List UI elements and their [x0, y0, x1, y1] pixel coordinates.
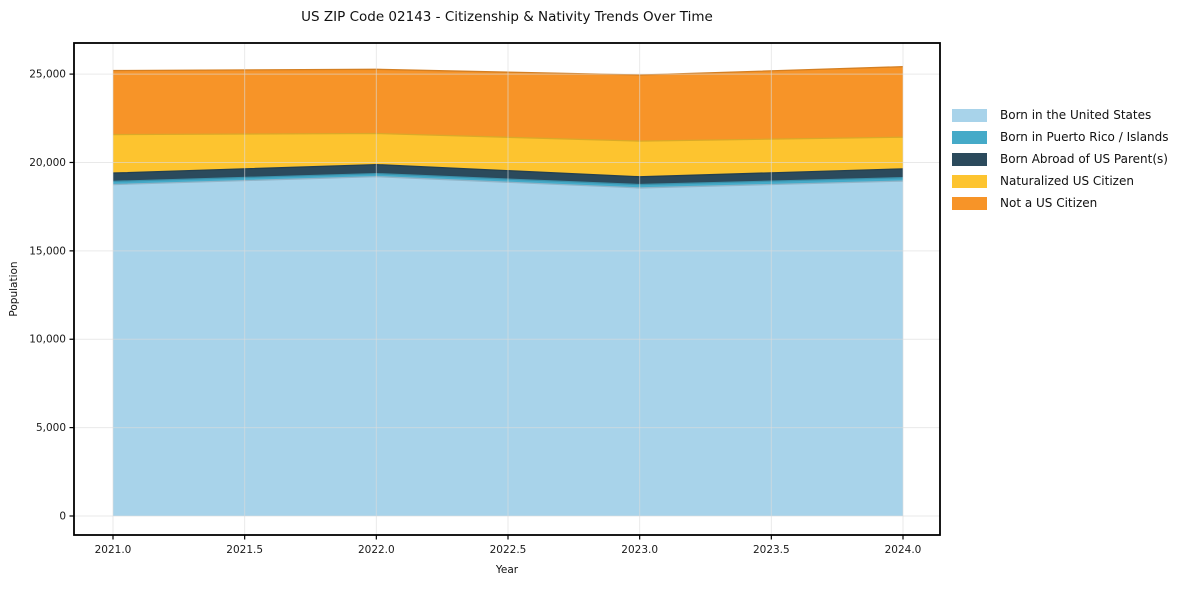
x-tick-label: 2024.0: [885, 544, 922, 556]
y-tick-label: 15,000: [29, 245, 66, 257]
legend-label: Born in the United States: [1000, 108, 1152, 122]
legend: Born in the United States Born in Puerto …: [952, 104, 1169, 214]
x-tick-label: 2023.5: [753, 544, 790, 556]
legend-swatch-born-in-puerto-rico-islands: [952, 130, 987, 144]
x-tick-label: 2021.5: [226, 544, 263, 556]
legend-label: Born in Puerto Rico / Islands: [1000, 130, 1169, 144]
legend-swatch-not-a-us-citizen: [952, 196, 987, 210]
y-tick-label: 5,000: [36, 422, 66, 434]
plot-border: [73, 42, 941, 536]
legend-item-born-in-the-united-states: Born in the United States: [952, 104, 1169, 126]
x-tick-label: 2021.0: [95, 544, 132, 556]
x-axis-label: Year: [495, 564, 519, 576]
y-tick-label: 0: [59, 511, 66, 523]
x-tick-label: 2022.5: [490, 544, 527, 556]
legend-item-born-abroad-of-us-parent-s: Born Abroad of US Parent(s): [952, 148, 1169, 170]
legend-item-naturalized-us-citizen: Naturalized US Citizen: [952, 170, 1169, 192]
legend-swatch-born-abroad-of-us-parent-s: [952, 152, 987, 166]
y-tick-label: 10,000: [29, 334, 66, 346]
legend-label: Naturalized US Citizen: [1000, 174, 1134, 188]
legend-item-not-a-us-citizen: Not a US Citizen: [952, 192, 1169, 214]
x-tick-label: 2022.0: [358, 544, 395, 556]
y-tick-label: 20,000: [29, 157, 66, 169]
legend-swatch-born-in-the-united-states: [952, 108, 987, 122]
legend-swatch-naturalized-us-citizen: [952, 174, 987, 188]
legend-label: Born Abroad of US Parent(s): [1000, 152, 1168, 166]
y-tick-label: 25,000: [29, 69, 66, 81]
legend-label: Not a US Citizen: [1000, 196, 1098, 210]
x-tick-label: 2023.0: [621, 544, 658, 556]
chart-title: US ZIP Code 02143 - Citizenship & Nativi…: [301, 9, 713, 25]
legend-item-born-in-puerto-rico-islands: Born in Puerto Rico / Islands: [952, 126, 1169, 148]
